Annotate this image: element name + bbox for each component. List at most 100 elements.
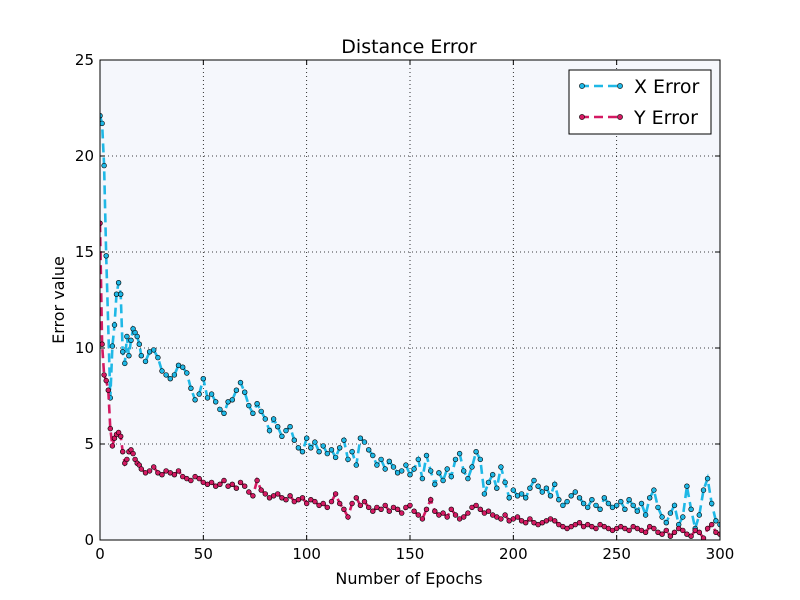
data-point (188, 477, 194, 484)
data-point (708, 521, 715, 528)
data-point (312, 439, 318, 445)
data-point (415, 512, 421, 518)
x-axis-label: Number of Epochs (335, 569, 482, 588)
data-point (386, 458, 392, 464)
data-point (589, 497, 595, 503)
data-point (527, 485, 533, 491)
data-point (324, 450, 330, 457)
data-point (634, 508, 640, 514)
data-point (320, 443, 326, 449)
data-point (122, 360, 128, 367)
data-point (498, 516, 504, 522)
data-point (229, 481, 236, 487)
data-point (593, 502, 599, 509)
data-point (308, 445, 314, 451)
data-point (671, 529, 678, 535)
data-point (593, 525, 599, 532)
data-point (568, 493, 574, 499)
data-point (111, 322, 118, 328)
data-point (100, 113, 103, 119)
data-point (250, 493, 256, 499)
data-point (514, 514, 521, 520)
data-point (556, 497, 562, 503)
data-point (275, 491, 281, 497)
data-point (246, 402, 252, 409)
data-point (510, 487, 516, 493)
tick-marks (99, 59, 721, 541)
data-point (522, 495, 529, 501)
data-point (704, 525, 711, 532)
data-point (117, 291, 124, 297)
x-tick-label: 300 (706, 545, 735, 563)
data-point (663, 527, 669, 534)
data-point (103, 377, 109, 384)
data-point (700, 487, 707, 493)
data-point (180, 364, 186, 370)
data-point (477, 456, 483, 463)
data-point (353, 495, 359, 501)
data-point (159, 472, 165, 478)
data-point (688, 506, 694, 512)
data-point (465, 510, 471, 516)
data-point (117, 433, 124, 439)
x-tick-label: 250 (602, 545, 631, 563)
data-point (535, 483, 541, 489)
data-point (328, 498, 335, 505)
data-point (473, 502, 479, 509)
x-tick-label: 150 (396, 545, 425, 563)
data-point (580, 500, 587, 507)
data-point (221, 477, 227, 484)
data-point (547, 493, 554, 499)
data-point (502, 479, 508, 486)
y-tick-label: 15 (75, 243, 94, 261)
data-point (432, 508, 438, 514)
data-point (423, 452, 430, 459)
data-point (415, 456, 421, 463)
data-point (419, 475, 426, 482)
legend-label-x-error: X Error (634, 76, 700, 98)
data-point (316, 449, 322, 455)
data-point (229, 397, 236, 403)
data-point (448, 473, 454, 480)
data-point (109, 443, 116, 449)
data-point (136, 341, 143, 347)
data-point (283, 497, 289, 503)
data-point (100, 120, 105, 127)
data-point (419, 516, 426, 522)
data-point (188, 385, 194, 391)
data-point (138, 466, 145, 472)
data-point (506, 495, 512, 501)
data-point (101, 372, 107, 378)
data-point (270, 416, 277, 422)
data-point (428, 497, 434, 503)
data-point (345, 456, 351, 463)
data-point (696, 512, 702, 518)
data-point (171, 472, 178, 478)
data-point (119, 349, 126, 355)
data-point (341, 506, 347, 512)
data-point (622, 506, 628, 512)
data-point (366, 447, 372, 453)
data-point (399, 510, 405, 516)
data-point (349, 449, 355, 455)
data-point (452, 512, 459, 518)
data-point (109, 343, 116, 349)
data-point (262, 491, 268, 497)
series-line-0 (100, 115, 720, 529)
data-point (390, 464, 397, 470)
data-point (444, 466, 450, 472)
data-point (432, 481, 438, 487)
data-point (357, 435, 364, 441)
data-point (155, 354, 161, 361)
data-point (626, 497, 632, 503)
data-point (332, 454, 339, 461)
data-point (119, 449, 126, 455)
y-tick-label: 20 (75, 147, 94, 165)
data-point (407, 472, 413, 478)
data-point (167, 376, 174, 382)
data-point (399, 468, 405, 474)
data-point (258, 487, 264, 493)
y-tick-label: 25 (75, 51, 94, 69)
data-point (551, 481, 558, 487)
data-point (366, 504, 372, 511)
